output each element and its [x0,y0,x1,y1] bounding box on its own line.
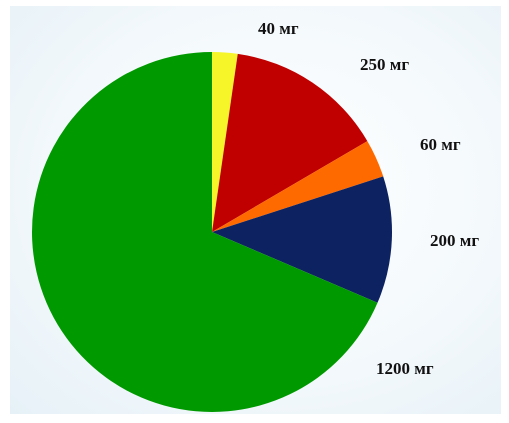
pie-labels: 40 мг 250 мг 60 мг 200 мг 1200 мг [258,19,479,378]
pie-slice-0 [212,52,238,232]
pie-slice-label-2: 60 мг [420,135,461,154]
pie-slice-label-0: 40 мг [258,19,299,38]
pie-slice-label-4: 1200 мг [376,359,434,378]
pie-slice-label-1: 250 мг [360,55,409,74]
chart-frame: 40 мг 250 мг 60 мг 200 мг 1200 мг [10,6,501,414]
pie-slice-label-3: 200 мг [430,231,479,250]
pie-chart: 40 мг 250 мг 60 мг 200 мг 1200 мг [32,19,479,412]
pie-slices [32,52,392,412]
pie-slice-3 [212,176,392,303]
pie-slice-1 [212,53,368,232]
pie-slice-4 [32,52,378,412]
pie-slice-2 [212,141,384,232]
